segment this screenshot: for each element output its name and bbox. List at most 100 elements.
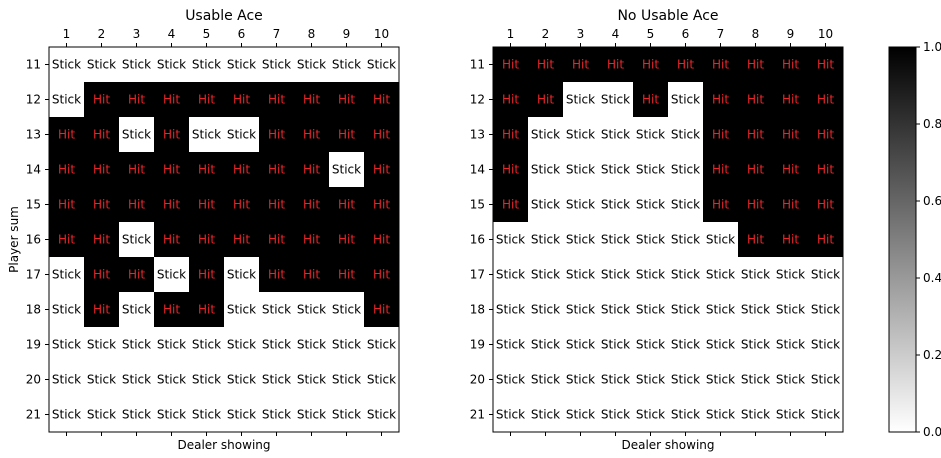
- heatmap-cell: [738, 327, 773, 362]
- x-tick-label: 9: [787, 27, 795, 41]
- y-tick-label: 21: [26, 408, 41, 422]
- cell-label: Hit: [607, 58, 624, 72]
- cell-label: Stick: [776, 373, 805, 387]
- heatmap-cell: [493, 187, 528, 222]
- cell-label: Stick: [192, 128, 221, 142]
- x-tick-label: 10: [374, 27, 389, 41]
- cell-label: Stick: [566, 268, 595, 282]
- heatmap-cell: [563, 47, 598, 82]
- y-tick-label: 16: [26, 233, 41, 247]
- heatmap-cell: [259, 187, 294, 222]
- cell-label: Stick: [566, 338, 595, 352]
- heatmap-cell: [703, 257, 738, 292]
- cell-label: Stick: [636, 198, 665, 212]
- cell-label: Stick: [531, 163, 560, 177]
- cell-label: Hit: [572, 58, 589, 72]
- heatmap-cell: [808, 327, 843, 362]
- cell-label: Hit: [163, 233, 180, 247]
- heatmap-panels: Stick Stick Stick Stick Stick Stick Stick Stick…: [7, 8, 844, 452]
- heatmap-cell: [364, 257, 399, 292]
- heatmap-cell: [598, 362, 633, 397]
- cell-label: Hit: [128, 268, 145, 282]
- cell-label: Hit: [338, 93, 355, 107]
- heatmap-cell: [493, 117, 528, 152]
- heatmap-cell: [773, 397, 808, 432]
- heatmap-cell: [259, 222, 294, 257]
- colorbar-tick-label: 0.2: [923, 348, 941, 362]
- cell-label: Stick: [332, 408, 361, 422]
- heatmap-cell: [598, 327, 633, 362]
- cell-label: Stick: [566, 408, 595, 422]
- heatmap-cell: [668, 397, 703, 432]
- heatmap-cell: [329, 222, 364, 257]
- cell-label: Hit: [58, 233, 75, 247]
- cell-label: Hit: [268, 163, 285, 177]
- cell-label: Hit: [747, 163, 764, 177]
- cell-label: Stick: [706, 338, 735, 352]
- cell-label: Stick: [496, 233, 525, 247]
- heatmap-cell: [49, 362, 84, 397]
- x-tick-label: 6: [682, 27, 690, 41]
- heatmap-cell: [598, 397, 633, 432]
- cell-label: Hit: [373, 93, 390, 107]
- heatmap-cell: [49, 292, 84, 327]
- heatmap-cell: [189, 362, 224, 397]
- cell-label: Hit: [677, 58, 694, 72]
- cell-label: Hit: [268, 268, 285, 282]
- cell-label: Stick: [706, 233, 735, 247]
- cell-label: Hit: [782, 93, 799, 107]
- heatmap-cell: [49, 187, 84, 222]
- cell-label: Stick: [531, 303, 560, 317]
- cell-label: Hit: [58, 198, 75, 212]
- cell-label: Stick: [741, 408, 770, 422]
- cell-label: Hit: [198, 303, 215, 317]
- heatmap-cell: [294, 47, 329, 82]
- heatmap-cell: [224, 47, 259, 82]
- heatmap-cell: [294, 222, 329, 257]
- heatmap-cell: [703, 82, 738, 117]
- heatmap-cell: [773, 187, 808, 222]
- heatmap-cell: [703, 47, 738, 82]
- heatmap-cell: [668, 327, 703, 362]
- heatmap-cell: [294, 82, 329, 117]
- cell-label: Stick: [122, 233, 151, 247]
- cell-label: Stick: [601, 93, 630, 107]
- heatmap-cell: [84, 187, 119, 222]
- cell-label: Stick: [332, 303, 361, 317]
- heatmap-cell: [808, 47, 843, 82]
- cell-label: Hit: [537, 58, 554, 72]
- heatmap-cell: [119, 47, 154, 82]
- heatmap-cell: [259, 82, 294, 117]
- cell-label: Hit: [782, 233, 799, 247]
- heatmap-cell: [154, 187, 189, 222]
- cell-label: Stick: [636, 163, 665, 177]
- cell-label: Stick: [87, 373, 116, 387]
- cell-label: Hit: [233, 198, 250, 212]
- heatmap-cell: [738, 222, 773, 257]
- heatmap-cell: [189, 187, 224, 222]
- cell-label: Hit: [303, 198, 320, 212]
- heatmap-cell: [49, 222, 84, 257]
- heatmap-cell: [154, 292, 189, 327]
- cell-label: Stick: [297, 373, 326, 387]
- heatmap-cell: [49, 152, 84, 187]
- cell-label: Hit: [747, 128, 764, 142]
- heatmap-cell: [259, 397, 294, 432]
- cell-label: Hit: [163, 93, 180, 107]
- cell-label: Stick: [741, 268, 770, 282]
- cell-label: Stick: [227, 268, 256, 282]
- cell-label: Stick: [122, 373, 151, 387]
- heatmap-cell: [119, 292, 154, 327]
- heatmap-cell: [119, 257, 154, 292]
- cell-label: Stick: [531, 408, 560, 422]
- cell-label: Hit: [198, 233, 215, 247]
- heatmap-cell: [808, 222, 843, 257]
- cell-label: Hit: [817, 163, 834, 177]
- cell-label: Hit: [268, 128, 285, 142]
- x-tick-label: 1: [63, 27, 71, 41]
- heatmap-cell: [703, 362, 738, 397]
- heatmap-cell: [773, 82, 808, 117]
- heatmap-cell: [528, 152, 563, 187]
- cell-label: Stick: [332, 163, 361, 177]
- cell-label: Stick: [122, 338, 151, 352]
